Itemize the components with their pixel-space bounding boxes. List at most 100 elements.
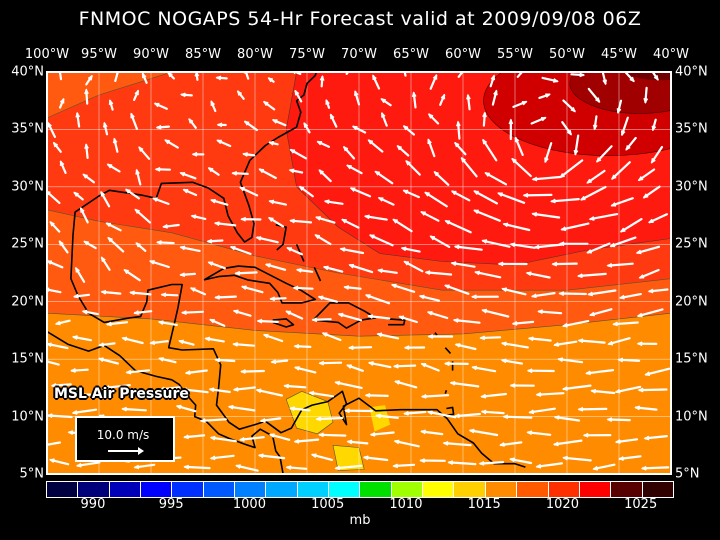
- wind-arrow: [207, 239, 224, 243]
- colorbar-swatch: [391, 482, 423, 497]
- wind-arrowhead: [580, 195, 586, 201]
- wind-arrowhead: [241, 285, 247, 290]
- wind-arrow: [377, 333, 400, 340]
- wind-arrow: [454, 412, 481, 418]
- wind-arrow: [190, 287, 207, 296]
- wind-arrowhead: [182, 189, 189, 194]
- lat-label: 15°N: [675, 351, 708, 367]
- wind-arrowhead: [189, 287, 196, 292]
- wind-arrowhead: [453, 244, 460, 250]
- wind-arrow: [596, 145, 613, 163]
- pressure-1008: [332, 444, 365, 471]
- wind-arrowhead: [269, 433, 275, 438]
- wind-arrowhead: [289, 149, 296, 154]
- wind-arrow: [638, 168, 656, 182]
- wind-arrowhead: [240, 216, 247, 222]
- wind-arrow: [133, 389, 155, 397]
- wind-arrow: [182, 388, 209, 394]
- wind-arrowhead: [364, 393, 371, 398]
- wind-arrowhead: [553, 78, 559, 83]
- wind-arrowhead: [84, 88, 89, 95]
- wind-arrow: [240, 369, 265, 373]
- wind-arrow: [317, 140, 330, 148]
- wind-arrow: [399, 315, 418, 324]
- colorbar-swatch: [329, 482, 360, 497]
- wind-arrowhead: [179, 171, 186, 177]
- lat-label: 20°N: [675, 294, 708, 310]
- wind-arrow: [427, 311, 449, 320]
- wind-arrowhead: [427, 334, 434, 339]
- wind-arrowhead: [500, 358, 507, 364]
- wind-arrow: [183, 188, 198, 197]
- wind-arrow: [484, 172, 508, 186]
- wind-arrow: [318, 169, 332, 183]
- wind-arrowhead: [474, 270, 480, 276]
- wind-arrowhead: [77, 392, 84, 397]
- coastline: [313, 266, 322, 282]
- wind-arrowhead: [377, 197, 384, 202]
- wind-arrowhead: [206, 238, 213, 244]
- wind-arrowhead: [42, 443, 46, 446]
- wind-arrowhead: [500, 341, 507, 347]
- wind-arrow: [135, 169, 142, 186]
- coastline: [272, 318, 295, 328]
- wind-arrowhead: [105, 321, 112, 327]
- wind-arrowhead: [444, 284, 450, 289]
- wind-arrow: [474, 271, 502, 279]
- wind-arrow: [79, 207, 89, 224]
- lat-label: 10°N: [675, 409, 708, 425]
- wind-arrow: [47, 260, 64, 269]
- wind-arrowhead: [315, 416, 322, 422]
- wind-arrowhead: [527, 336, 534, 342]
- wind-arrow: [135, 242, 147, 252]
- wind-arrowhead: [293, 366, 300, 371]
- colorbar-label: 995: [158, 497, 184, 512]
- wind-arrowhead: [642, 193, 649, 199]
- wind-arrowhead: [394, 380, 400, 385]
- wind-arrowhead: [514, 136, 520, 143]
- lon-label: 65°W: [393, 47, 429, 62]
- wind-arrowhead: [75, 111, 81, 118]
- wind-arrow: [59, 160, 67, 174]
- wind-arrowhead: [155, 124, 162, 130]
- wind-arrowhead: [460, 157, 466, 163]
- wind-arrowhead: [285, 310, 291, 316]
- wind-arrowhead: [123, 269, 129, 275]
- wind-arrow: [570, 73, 585, 77]
- wind-arrowhead: [135, 168, 140, 175]
- wind-arrowhead: [322, 265, 329, 271]
- wind-arrow: [55, 319, 71, 325]
- wind-arrow: [100, 191, 111, 208]
- wind-arrow: [52, 142, 62, 153]
- wind-arrowhead: [533, 244, 540, 250]
- wind-arrowhead: [231, 171, 238, 176]
- wind-arrow: [367, 139, 384, 153]
- wind-arrow: [335, 464, 363, 470]
- wind-arrow: [311, 453, 334, 461]
- wind-arrowhead: [588, 216, 595, 221]
- wind-arrow: [241, 285, 264, 294]
- wind-arrow: [76, 461, 101, 467]
- field-label: MSL Air Pressure: [54, 386, 189, 402]
- wind-arrow: [421, 362, 440, 372]
- wind-arrow: [294, 345, 312, 348]
- wind-arrowhead: [444, 220, 451, 225]
- wind-arrow: [607, 418, 631, 422]
- wind-arrowhead: [596, 157, 602, 163]
- wind-arrowhead: [525, 271, 532, 277]
- wind-arrow: [284, 384, 307, 389]
- wind-arrowhead: [184, 370, 191, 376]
- wind-arrowhead: [84, 143, 89, 150]
- lon-label: 50°W: [549, 47, 585, 62]
- wind-arrowhead: [364, 294, 371, 299]
- wind-arrowhead: [552, 441, 559, 447]
- wind-arrow: [601, 72, 607, 85]
- wind-arrowhead: [298, 185, 305, 191]
- wind-arrowhead: [180, 92, 186, 98]
- wind-arrowhead: [303, 122, 309, 128]
- wind-arrowhead: [216, 139, 222, 145]
- wind-arrowhead: [420, 211, 426, 216]
- wind-arrowhead: [49, 458, 55, 463]
- coastline: [47, 330, 284, 474]
- wind-arrow: [47, 343, 69, 350]
